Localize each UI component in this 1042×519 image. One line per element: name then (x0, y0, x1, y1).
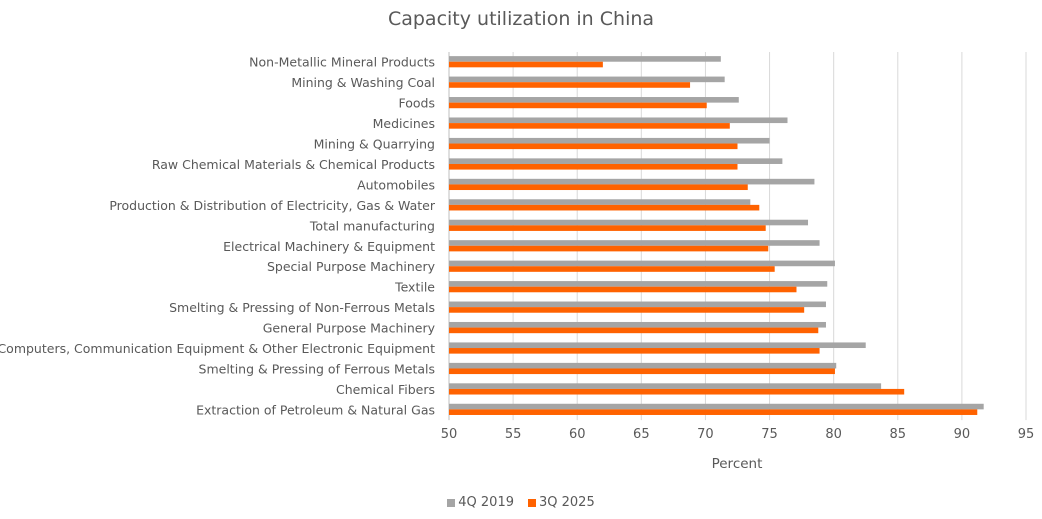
category-label: Smelting & Pressing of Non-Ferrous Metal… (169, 300, 435, 315)
bar-3q-2025 (449, 388, 905, 395)
x-tick-label: 95 (1018, 427, 1035, 442)
bar-3q-2025 (449, 61, 603, 68)
bar-3q-2025 (449, 245, 769, 252)
bar-3q-2025 (449, 123, 730, 129)
x-tick-label: 60 (569, 427, 586, 442)
chart-title: Capacity utilization in China (387, 8, 655, 30)
x-tick-label: 55 (505, 427, 522, 442)
category-label: Automobiles (357, 177, 435, 192)
bar-3q-2025 (449, 307, 805, 313)
bars (449, 56, 984, 415)
bar-4q-2019 (449, 76, 725, 83)
bar-3q-2025 (449, 409, 978, 415)
legend-swatch (528, 498, 536, 507)
bar-3q-2025 (449, 225, 766, 231)
bar-4q-2019 (449, 260, 835, 267)
bar-4q-2019 (449, 219, 809, 226)
category-label: Extraction of Petroleum & Natural Gas (196, 402, 435, 417)
category-label: Total manufacturing (309, 218, 435, 233)
category-label: Non-Metallic Mineral Products (249, 55, 435, 70)
bar-4q-2019 (449, 362, 837, 369)
bar-3q-2025 (449, 368, 835, 375)
bar-3q-2025 (449, 286, 797, 293)
legend-item: 4Q 2019 (447, 495, 514, 510)
category-label: Mining & Washing Coal (291, 75, 435, 90)
category-label: Special Purpose Machinery (267, 259, 436, 274)
bar-4q-2019 (449, 158, 783, 164)
bar-3q-2025 (449, 348, 820, 354)
bar-4q-2019 (449, 97, 739, 103)
bar-4q-2019 (449, 383, 882, 389)
category-label: Production & Distribution of Electricity… (109, 198, 436, 213)
x-tick-label: 75 (761, 427, 778, 442)
bar-4q-2019 (449, 403, 984, 410)
category-label: Smelting & Pressing of Ferrous Metals (199, 361, 435, 376)
bar-3q-2025 (449, 163, 738, 170)
category-label: Medicines (373, 116, 435, 131)
bar-4q-2019 (449, 178, 815, 185)
category-label: Chemical Fibers (336, 382, 435, 397)
bar-4q-2019 (449, 199, 751, 205)
bar-3q-2025 (449, 184, 748, 191)
bar-4q-2019 (449, 117, 788, 124)
bar-3q-2025 (449, 327, 819, 334)
category-label: Mining & Quarrying (314, 137, 435, 152)
x-tick-label: 80 (825, 427, 842, 442)
x-axis-title: Percent (712, 456, 763, 472)
bar-3q-2025 (449, 82, 691, 88)
bar-3q-2025 (449, 143, 738, 150)
bar-3q-2025 (449, 204, 760, 211)
gridlines (448, 52, 1027, 421)
x-tick-labels: 50 55 60 65 70 75 80 85 90 95 (441, 427, 1035, 442)
category-label: Raw Chemical Materials & Chemical Produc… (152, 157, 435, 172)
bar-4q-2019 (449, 240, 820, 246)
legend-label: 4Q 2019 (458, 495, 514, 510)
bar-4q-2019 (449, 281, 828, 287)
category-label: Textile (394, 280, 435, 295)
bar-3q-2025 (449, 102, 707, 109)
category-label: Computers, Communication Equipment & Oth… (0, 341, 435, 356)
legend-swatch (447, 498, 456, 507)
x-tick-label: 90 (954, 427, 971, 442)
bar-4q-2019 (449, 56, 721, 62)
category-labels: Non-Metallic Mineral Products Mining & Wa… (0, 55, 436, 418)
bar-4q-2019 (449, 342, 866, 349)
legend-item: 3Q 2025 (528, 495, 595, 510)
bar-3q-2025 (449, 266, 775, 272)
bar-4q-2019 (449, 137, 770, 144)
legend-label: 3Q 2025 (539, 495, 595, 510)
bar-4q-2019 (449, 301, 826, 308)
category-label: Electrical Machinery & Equipment (223, 239, 435, 254)
x-tick-label: 70 (697, 427, 714, 442)
x-tick-label: 65 (633, 427, 650, 442)
category-label: General Purpose Machinery (263, 321, 436, 336)
x-tick-label: 50 (441, 427, 458, 442)
legend: 4Q 2019 3Q 2025 (0, 495, 1042, 510)
bar-4q-2019 (449, 321, 826, 328)
category-label: Foods (399, 96, 436, 111)
x-tick-label: 85 (890, 427, 907, 442)
